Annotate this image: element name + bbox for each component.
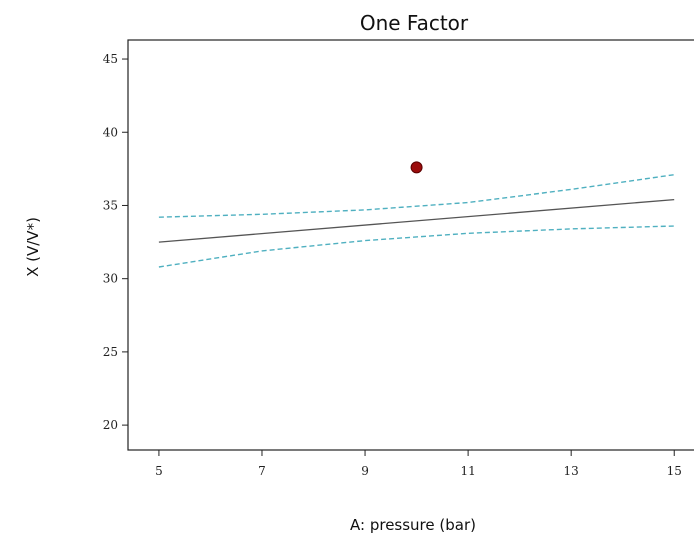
x-axis: 5 7 9 11 13 15 xyxy=(155,450,682,478)
y-tick-label: 30 xyxy=(103,272,118,286)
series-layer xyxy=(158,174,675,268)
confidence-band-line xyxy=(158,174,675,218)
y-axis-label: X (V/V*) xyxy=(24,217,42,277)
x-axis-label: A: pressure (bar) xyxy=(350,516,476,534)
x-tick-label: 13 xyxy=(564,464,579,478)
y-tick-label: 40 xyxy=(103,125,118,139)
plot-frame xyxy=(127,39,694,451)
chart-title: One Factor xyxy=(360,11,469,35)
y-tick-label: 35 xyxy=(103,198,118,212)
x-tick-label: 7 xyxy=(258,464,266,478)
data-point xyxy=(410,161,423,174)
fitted-line xyxy=(158,198,675,243)
x-tick-label: 9 xyxy=(361,464,369,478)
x-tick-label: 11 xyxy=(460,464,475,478)
y-tick-label: 20 xyxy=(103,418,118,432)
y-tick-label: 45 xyxy=(103,52,118,66)
y-axis: 20 25 30 35 40 45 xyxy=(103,52,128,432)
points-layer xyxy=(410,161,423,174)
x-tick-label: 5 xyxy=(155,464,163,478)
y-tick-label: 25 xyxy=(103,345,118,359)
x-tick-label: 15 xyxy=(667,464,682,478)
confidence-band-line xyxy=(158,225,675,268)
